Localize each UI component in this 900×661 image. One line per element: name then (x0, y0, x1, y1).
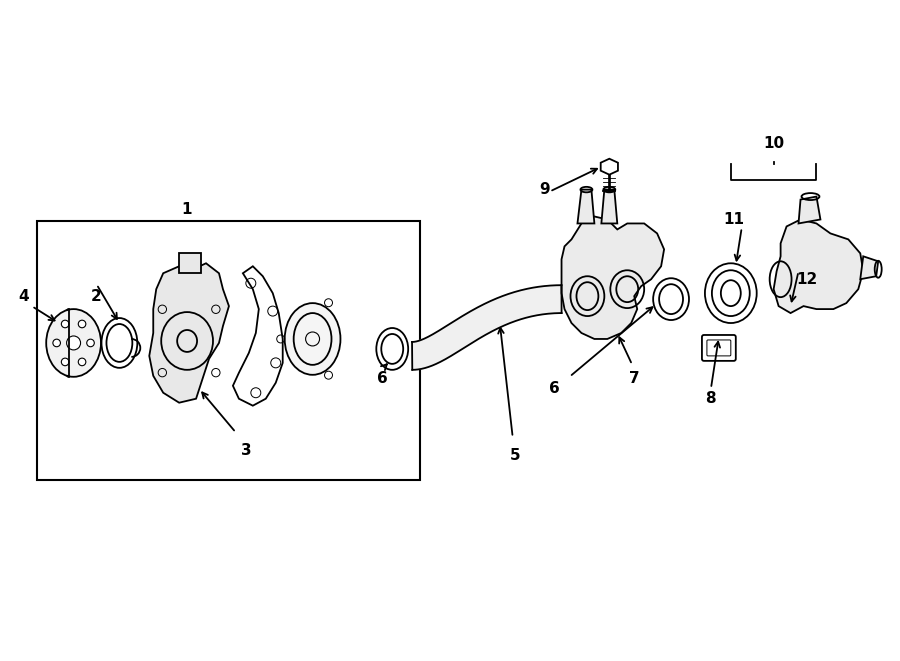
Circle shape (61, 320, 69, 328)
Bar (179, 253, 201, 273)
Text: 6: 6 (549, 381, 560, 396)
Text: 5: 5 (509, 448, 520, 463)
Text: 12: 12 (796, 272, 817, 287)
Text: 3: 3 (240, 443, 251, 458)
Polygon shape (578, 190, 594, 223)
Polygon shape (149, 263, 229, 403)
Text: 10: 10 (763, 136, 784, 151)
Circle shape (86, 339, 94, 347)
Text: 9: 9 (539, 182, 550, 197)
Bar (37, 221, 420, 481)
Polygon shape (774, 219, 863, 313)
Polygon shape (601, 190, 617, 223)
Text: 4: 4 (19, 289, 29, 303)
Text: 1: 1 (181, 202, 192, 217)
Polygon shape (798, 196, 821, 223)
Polygon shape (860, 256, 878, 279)
Circle shape (78, 320, 86, 328)
Circle shape (61, 358, 69, 366)
Circle shape (67, 336, 81, 350)
Text: 11: 11 (724, 212, 744, 227)
Circle shape (78, 358, 86, 366)
Text: 6: 6 (377, 371, 388, 386)
Ellipse shape (284, 303, 340, 375)
Ellipse shape (46, 309, 101, 377)
Text: 7: 7 (629, 371, 640, 386)
Polygon shape (412, 285, 562, 370)
Text: 8: 8 (706, 391, 716, 407)
Text: 2: 2 (91, 289, 102, 303)
Polygon shape (562, 217, 664, 339)
Circle shape (53, 339, 60, 347)
